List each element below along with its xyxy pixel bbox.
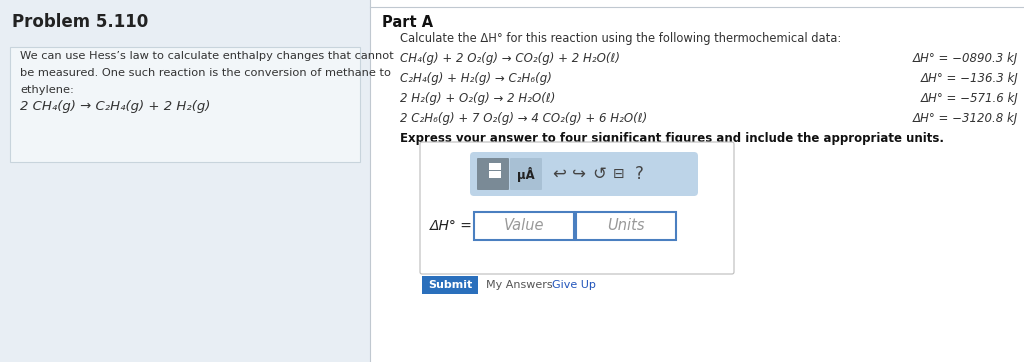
Text: μÅ: μÅ <box>517 167 535 181</box>
Text: Give Up: Give Up <box>552 280 596 290</box>
Text: We can use Hess’s law to calculate enthalpy changes that cannot: We can use Hess’s law to calculate entha… <box>20 51 394 61</box>
Bar <box>494 163 501 170</box>
Text: 2 CH₄(g) → C₂H₄(g) + 2 H₂(g): 2 CH₄(g) → C₂H₄(g) + 2 H₂(g) <box>20 100 210 113</box>
Bar <box>575 212 676 240</box>
Text: ΔH° = −571.6 kJ: ΔH° = −571.6 kJ <box>921 92 1018 105</box>
Text: ethylene:: ethylene: <box>20 85 74 95</box>
FancyBboxPatch shape <box>477 158 509 190</box>
Text: ↪: ↪ <box>572 165 586 183</box>
Bar <box>494 171 501 178</box>
FancyBboxPatch shape <box>510 158 542 190</box>
Text: ⊟: ⊟ <box>613 167 625 181</box>
Bar <box>489 171 496 178</box>
FancyBboxPatch shape <box>470 152 698 196</box>
FancyBboxPatch shape <box>422 276 478 294</box>
Text: Part A: Part A <box>382 15 433 30</box>
Text: ΔH° = −0890.3 kJ: ΔH° = −0890.3 kJ <box>912 52 1018 65</box>
Text: C₂H₄(g) + H₂(g) → C₂H₆(g): C₂H₄(g) + H₂(g) → C₂H₆(g) <box>400 72 552 85</box>
Text: CH₄(g) + 2 O₂(g) → CO₂(g) + 2 H₂O(ℓ): CH₄(g) + 2 O₂(g) → CO₂(g) + 2 H₂O(ℓ) <box>400 52 620 65</box>
Text: Value: Value <box>504 219 544 233</box>
Text: ↩: ↩ <box>552 165 566 183</box>
Text: Express your answer to four significant figures and include the appropriate unit: Express your answer to four significant … <box>400 132 944 145</box>
Text: Calculate the ΔH° for this reaction using the following thermochemical data:: Calculate the ΔH° for this reaction usin… <box>400 32 842 45</box>
Text: 2 H₂(g) + O₂(g) → 2 H₂O(ℓ): 2 H₂(g) + O₂(g) → 2 H₂O(ℓ) <box>400 92 555 105</box>
Text: 2 C₂H₆(g) + 7 O₂(g) → 4 CO₂(g) + 6 H₂O(ℓ): 2 C₂H₆(g) + 7 O₂(g) → 4 CO₂(g) + 6 H₂O(ℓ… <box>400 112 647 125</box>
Text: My Answers: My Answers <box>486 280 553 290</box>
Text: ?: ? <box>635 165 643 183</box>
Text: ΔH° =: ΔH° = <box>430 219 473 233</box>
Text: Submit: Submit <box>428 280 472 290</box>
Text: be measured. One such reaction is the conversion of methane to: be measured. One such reaction is the co… <box>20 68 391 78</box>
FancyBboxPatch shape <box>420 142 734 274</box>
Text: ΔH° = −3120.8 kJ: ΔH° = −3120.8 kJ <box>912 112 1018 125</box>
Bar <box>370 0 1024 362</box>
Text: Units: Units <box>607 219 645 233</box>
Bar <box>474 212 574 240</box>
Text: Problem 5.110: Problem 5.110 <box>12 13 148 31</box>
Bar <box>489 163 496 170</box>
Text: ↺: ↺ <box>592 165 606 183</box>
Text: ΔH° = −136.3 kJ: ΔH° = −136.3 kJ <box>921 72 1018 85</box>
Bar <box>10 47 360 162</box>
